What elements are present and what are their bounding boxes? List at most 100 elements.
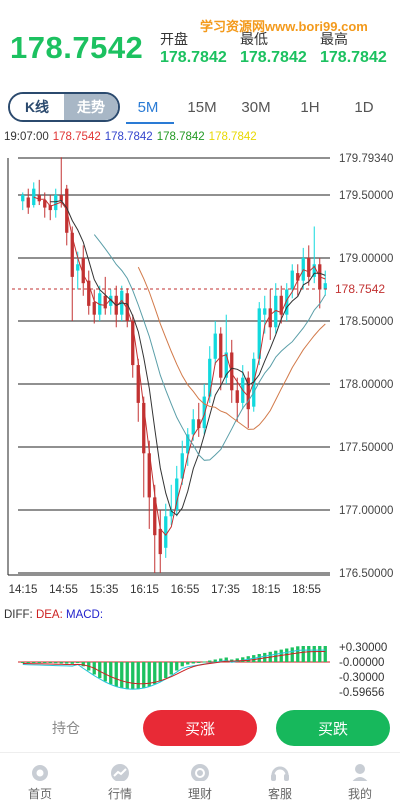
x-tick-label: 16:55 [171,584,200,596]
candle-body [164,516,168,548]
x-tick-label: 14:55 [49,584,78,596]
candle-body [268,308,272,328]
buy-up-button[interactable]: 买涨 [143,710,257,746]
y-tick-label: 178.50000 [339,316,393,328]
macd-bar [76,662,80,663]
kline-chart[interactable]: 179.79340 179.50000 179.00000 178.50000 178.… [0,145,400,705]
candle-body [169,509,173,517]
nav-finance[interactable]: 理财 [160,753,240,802]
x-tick-label: 16:15 [130,584,159,596]
y-tick-label: 179.79340 [339,153,393,165]
candle-body [153,497,157,536]
macd-bar [323,646,327,662]
candle-body [32,188,36,206]
watermark-text: 学习资源网www.bori99.com [200,19,368,34]
macd-bar [147,662,151,687]
macd-bar [158,662,162,682]
macd-bar [109,662,113,685]
macd-bar [103,662,107,682]
period-30m[interactable]: 30M [241,99,271,116]
candle-body [197,419,201,429]
candle-body [285,289,289,315]
macd-bar [285,648,289,662]
macd-bar [296,646,300,662]
tab-trend[interactable]: 走势 [64,94,118,120]
period-5m[interactable]: 5M [137,99,159,116]
candle-body [213,333,217,359]
dea-label: DEA: [35,609,63,621]
candle-body [142,402,146,454]
candle-body [279,295,283,315]
candle-body [87,280,91,306]
macd-bar [312,646,316,662]
macd-bar [224,657,228,662]
macd-bar [98,662,102,679]
candle-body [296,273,300,281]
macd-dea-line [22,651,326,685]
chart-mode-toggle: K线 走势 [8,92,120,122]
macd-tick-label: +0.30000 [339,642,387,654]
nav-profile[interactable]: 我的 [320,753,400,802]
period-15m[interactable]: 15M [187,99,217,116]
ohlc-bar: 19:07:00 178.7542 178.7842 178.7842 178.7842 [4,131,261,143]
macd-bar [43,662,47,663]
nav-support[interactable]: 客服 [240,753,320,802]
candle-body [323,283,327,290]
period-1h[interactable]: 1H [300,99,320,116]
y-tick-label: 177.00000 [339,505,393,517]
open-label: 开盘 [160,31,188,47]
last-price-label: 178.7542 [335,282,385,296]
ma-line-long [93,234,326,461]
market-icon [111,764,129,781]
macd-legend: DIFF: DEA: MACD: [4,609,103,621]
macd-bar [21,662,25,663]
nav-profile-label: 我的 [347,787,372,801]
candle-body [26,197,30,208]
macd-bar [153,662,157,685]
candle-body [98,293,102,315]
low-label: 最低 [240,31,268,47]
support-icon [271,766,289,781]
hold-tab[interactable]: 持仓 [52,720,80,736]
nav-finance-label: 理财 [187,787,212,801]
x-tick-label: 17:35 [211,584,240,596]
macd-bar [301,646,305,662]
macd-bar [70,662,74,664]
candle-body [208,358,212,397]
active-period-indicator [126,122,174,124]
candle-body [103,295,107,309]
macd-bar [131,662,135,690]
nav-home[interactable]: 首页 [0,753,80,802]
macd-tick-label: -0.00000 [339,657,384,669]
period-1d[interactable]: 1D [354,99,374,116]
macd-bar [241,657,245,662]
candle-body [235,390,239,403]
candle-body [21,194,25,202]
x-tick-label: 18:55 [292,584,321,596]
macd-bar [197,662,201,663]
macd-bar [26,662,30,663]
macd-diff-line [22,649,326,690]
macd-bar [136,662,140,690]
candle-body [186,434,190,454]
macd-bar [318,646,322,662]
macd-bar [54,662,58,664]
candle-body [257,308,261,359]
tab-kline[interactable]: K线 [10,94,64,120]
buy-down-button[interactable]: 买跌 [276,710,390,746]
macd-bar [59,662,63,664]
macd-bar [114,662,118,687]
low-value: 178.7842 [240,49,307,66]
candle-body [180,453,184,479]
macd-tick-label: -0.59656 [339,687,384,699]
candle-body [70,232,74,277]
candle-body [59,194,63,202]
nav-home-label: 首页 [27,787,52,801]
ohlc-v4: 178.7842 [208,131,257,143]
candle-body [92,302,96,315]
nav-market[interactable]: 行情 [80,753,160,802]
nav-support-label: 客服 [267,787,292,801]
candle-body [37,194,41,202]
y-tick-label: 177.50000 [339,442,393,454]
macd-bar [32,662,36,663]
